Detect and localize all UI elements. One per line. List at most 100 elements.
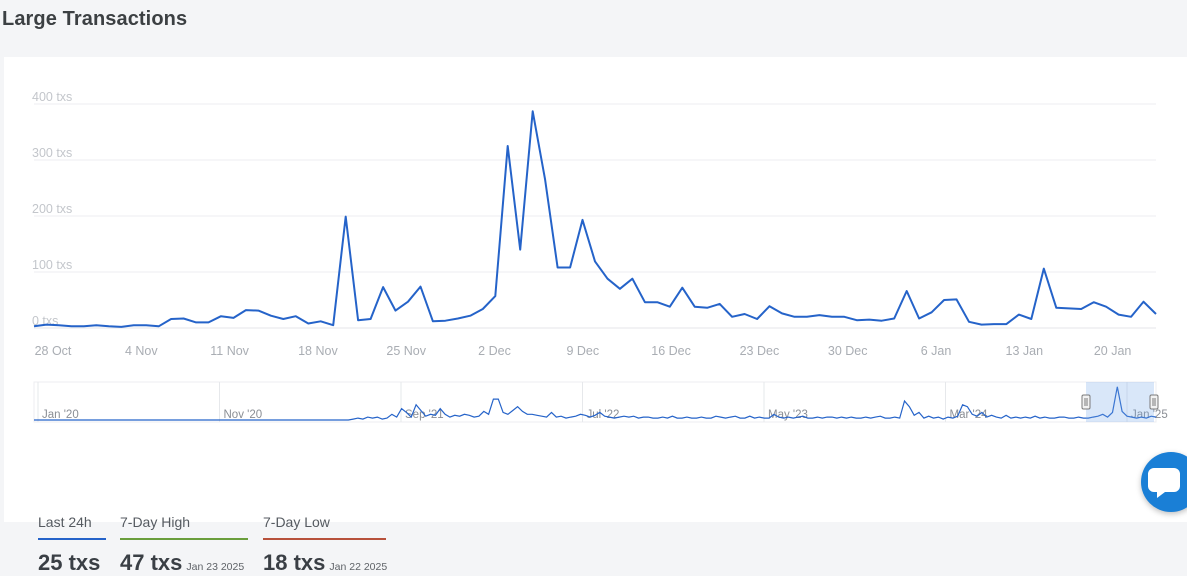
data-point (319, 319, 323, 323)
data-point (356, 318, 360, 322)
data-point (929, 310, 933, 314)
data-point (456, 316, 460, 320)
data-point (842, 315, 846, 319)
data-point (543, 177, 547, 181)
navigator-tick-label: Mar '24 (950, 409, 989, 421)
data-point (306, 321, 310, 325)
data-point (643, 300, 647, 304)
data-point (1129, 315, 1133, 319)
data-point (132, 323, 136, 327)
data-point (1154, 312, 1158, 316)
data-point (1141, 300, 1145, 304)
data-point (593, 259, 597, 263)
data-point (94, 323, 98, 327)
chat-button[interactable] (1141, 452, 1187, 512)
x-tick-label: 18 Nov (298, 344, 338, 358)
data-point (1017, 312, 1021, 316)
stat-underline (120, 538, 248, 540)
navigator-tick-label: Jan '20 (42, 409, 79, 421)
data-point (443, 319, 447, 323)
data-point (693, 305, 697, 309)
data-point (368, 317, 372, 321)
data-point (157, 324, 161, 328)
data-point (1004, 322, 1008, 326)
x-tick-label: 2 Dec (478, 344, 511, 358)
data-point (942, 298, 946, 302)
data-point (992, 322, 996, 326)
data-point (119, 325, 123, 329)
data-point (580, 218, 584, 222)
x-tick-label: 13 Jan (1006, 344, 1044, 358)
data-point (144, 323, 148, 327)
navigator-tick-label: Jan '25 (1131, 409, 1168, 421)
data-point (169, 317, 173, 321)
navigator-left-handle[interactable] (1081, 394, 1091, 410)
stat-value: 25 txs (38, 550, 101, 575)
data-point (82, 324, 86, 328)
data-point (1079, 307, 1083, 311)
data-point (855, 318, 859, 322)
stat-label: 7-Day High (120, 514, 191, 530)
data-point (294, 314, 298, 318)
data-point (518, 247, 522, 251)
chart-card: 0 txs 100 txs 200 txs 300 txs 400 txs 28 Oct 4… (4, 57, 1187, 575)
data-point (1042, 266, 1046, 270)
data-point (618, 287, 622, 291)
x-tick-label: 9 Dec (566, 344, 599, 358)
data-point (1029, 317, 1033, 321)
data-point (730, 315, 734, 319)
x-tick-label: 11 Nov (210, 344, 249, 358)
data-point (206, 320, 210, 324)
data-point (256, 308, 260, 312)
data-point (493, 294, 497, 298)
data-point (431, 319, 435, 323)
x-tick-label: 23 Dec (740, 344, 780, 358)
y-tick-label: 200 txs (32, 202, 72, 216)
data-point (481, 307, 485, 311)
stat-label: 7-Day Low (263, 514, 330, 530)
data-point (1092, 300, 1096, 304)
x-tick-label: 28 Oct (35, 344, 72, 358)
x-tick-label: 20 Jan (1094, 344, 1132, 358)
data-point (331, 323, 335, 327)
stat-date: Jan 23 2025 (186, 561, 245, 573)
data-point (967, 320, 971, 324)
data-point (630, 277, 634, 281)
navigator-series-line (34, 386, 1157, 421)
data-point (792, 315, 796, 319)
data-point (44, 322, 48, 326)
navigator-tick-label: May '23 (768, 409, 808, 421)
data-point (1054, 306, 1058, 310)
data-point (830, 315, 834, 319)
navigator-right-handle[interactable] (1149, 394, 1159, 410)
y-tick-label: 300 txs (32, 146, 72, 160)
range-navigator: Jan '20 Nov '20 Sep '21 Jul '22 May '23 Mar '… (33, 381, 1168, 423)
stat-value: 47 txs Jan 23 2025 (120, 550, 245, 575)
data-point (281, 317, 285, 321)
data-point (917, 316, 921, 320)
data-point (905, 289, 909, 293)
data-point (69, 324, 73, 328)
data-point (555, 265, 559, 269)
data-point (742, 312, 746, 316)
data-point (194, 320, 198, 324)
stat-underline (263, 538, 386, 540)
x-tick-label: 16 Dec (651, 344, 691, 358)
stat-value: 18 txs Jan 22 2025 (263, 550, 388, 575)
data-point (468, 314, 472, 318)
chat-bubble-icon (1148, 468, 1180, 498)
data-point (219, 314, 223, 318)
stat-underline (38, 538, 106, 540)
data-point (1067, 306, 1071, 310)
data-point (381, 285, 385, 289)
data-point (718, 302, 722, 306)
data-point (817, 313, 821, 317)
navigator-selection[interactable] (1086, 382, 1154, 422)
data-point (244, 308, 248, 312)
data-point (1116, 312, 1120, 316)
data-point (680, 286, 684, 290)
y-tick-label: 100 txs (32, 258, 72, 272)
stat-last-24h: Last 24h 25 txs (38, 514, 106, 575)
data-point (181, 316, 185, 320)
